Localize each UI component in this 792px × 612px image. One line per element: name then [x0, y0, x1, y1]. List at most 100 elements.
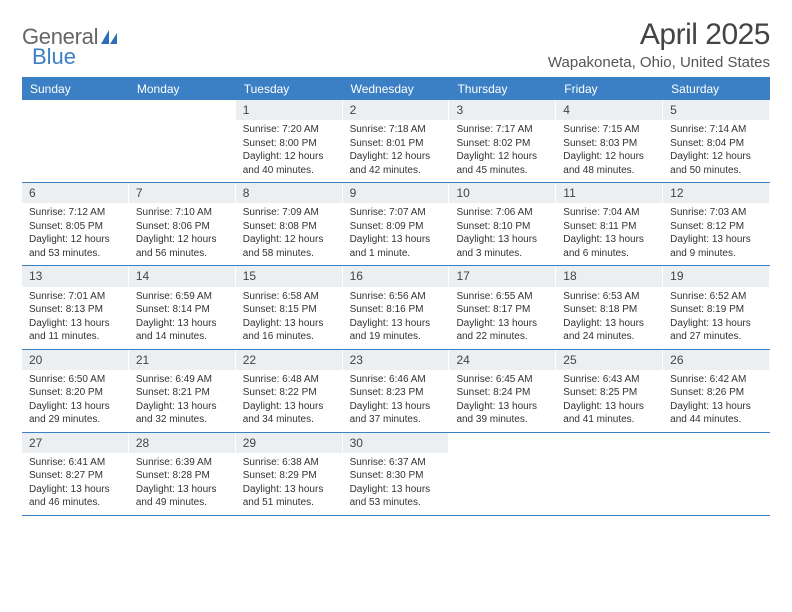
logo-text-blue: Blue	[32, 44, 76, 70]
daylight-line: Daylight: 13 hours and 46 minutes.	[29, 483, 122, 510]
day-number: 3	[449, 100, 555, 120]
sunrise-line: Sunrise: 7:09 AM	[243, 206, 336, 220]
calendar-day-cell: 8Sunrise: 7:09 AMSunset: 8:08 PMDaylight…	[236, 183, 343, 265]
calendar-header-cell: Saturday	[663, 79, 770, 100]
calendar: SundayMondayTuesdayWednesdayThursdayFrid…	[22, 77, 770, 516]
calendar-header-cell: Thursday	[449, 79, 556, 100]
sunset-line: Sunset: 8:23 PM	[350, 386, 443, 400]
sunset-line: Sunset: 8:04 PM	[670, 137, 763, 151]
sunrise-line: Sunrise: 6:45 AM	[456, 373, 549, 387]
daylight-line: Daylight: 13 hours and 24 minutes.	[563, 317, 656, 344]
calendar-day-cell: 3 Sunrise: 7:17 AMSunset: 8:02 PMDaylight…	[449, 100, 556, 182]
day-info: Sunrise: 7:15 AMSunset: 8:03 PMDaylight:…	[562, 123, 656, 177]
day-info: Sunrise: 7:10 AMSunset: 8:06 PMDaylight:…	[135, 206, 229, 260]
day-info: Sunrise: 6:38 AMSunset: 8:29 PMDaylight:…	[242, 456, 336, 510]
sunset-line: Sunset: 8:13 PM	[29, 303, 122, 317]
day-info: Sunrise: 7:07 AMSunset: 8:09 PMDaylight:…	[349, 206, 443, 260]
calendar-day-cell: 26 Sunrise: 6:42 AMSunset: 8:26 PMDayligh…	[663, 350, 770, 432]
day-number: 1	[236, 100, 342, 120]
sunrise-line: Sunrise: 6:55 AM	[456, 290, 549, 304]
calendar-day-cell: 9 Sunrise: 7:07 AMSunset: 8:09 PMDaylight…	[343, 183, 450, 265]
day-number: 12	[663, 183, 769, 203]
location: Wapakoneta, Ohio, United States	[548, 54, 770, 71]
day-number: 17	[449, 266, 555, 286]
daylight-line: Daylight: 13 hours and 29 minutes.	[29, 400, 122, 427]
daylight-line: Daylight: 13 hours and 51 minutes.	[243, 483, 336, 510]
calendar-day-cell: 12Sunrise: 7:03 AMSunset: 8:12 PMDayligh…	[663, 183, 770, 265]
sunrise-line: Sunrise: 7:04 AM	[563, 206, 656, 220]
sunrise-line: Sunrise: 6:53 AM	[563, 290, 656, 304]
calendar-day-cell: 13Sunrise: 7:01 AMSunset: 8:13 PMDayligh…	[22, 266, 129, 348]
day-number: 27	[22, 433, 128, 453]
day-info: Sunrise: 6:43 AMSunset: 8:25 PMDaylight:…	[562, 373, 656, 427]
day-info: Sunrise: 7:20 AMSunset: 8:00 PMDaylight:…	[242, 123, 336, 177]
calendar-day-cell: 24Sunrise: 6:45 AMSunset: 8:24 PMDayligh…	[449, 350, 556, 432]
sunset-line: Sunset: 8:20 PM	[29, 386, 122, 400]
day-number: 20	[22, 350, 128, 370]
sunrise-line: Sunrise: 7:14 AM	[670, 123, 763, 137]
day-number: 11	[556, 183, 662, 203]
day-number: 14	[129, 266, 235, 286]
sunrise-line: Sunrise: 6:48 AM	[243, 373, 336, 387]
sunset-line: Sunset: 8:01 PM	[350, 137, 443, 151]
day-number: 4	[556, 100, 662, 120]
sunrise-line: Sunrise: 7:06 AM	[456, 206, 549, 220]
sunrise-line: Sunrise: 7:18 AM	[350, 123, 443, 137]
day-number: 25	[556, 350, 662, 370]
calendar-day-cell: 6Sunrise: 7:12 AMSunset: 8:05 PMDaylight…	[22, 183, 129, 265]
day-number: 22	[236, 350, 342, 370]
day-info: Sunrise: 6:41 AMSunset: 8:27 PMDaylight:…	[28, 456, 122, 510]
calendar-day-cell: 7 Sunrise: 7:10 AMSunset: 8:06 PMDaylight…	[129, 183, 236, 265]
daylight-line: Daylight: 13 hours and 3 minutes.	[456, 233, 549, 260]
sunset-line: Sunset: 8:28 PM	[136, 469, 229, 483]
calendar-week-row: 6Sunrise: 7:12 AMSunset: 8:05 PMDaylight…	[22, 183, 770, 266]
sunset-line: Sunset: 8:03 PM	[563, 137, 656, 151]
day-number: 9	[343, 183, 449, 203]
calendar-week-row: 1 Sunrise: 7:20 AMSunset: 8:00 PMDaylight…	[22, 100, 770, 183]
daylight-line: Daylight: 13 hours and 34 minutes.	[243, 400, 336, 427]
calendar-day-cell: 16Sunrise: 6:56 AMSunset: 8:16 PMDayligh…	[343, 266, 450, 348]
sunrise-line: Sunrise: 6:42 AM	[670, 373, 763, 387]
sunset-line: Sunset: 8:27 PM	[29, 469, 122, 483]
day-info: Sunrise: 6:48 AMSunset: 8:22 PMDaylight:…	[242, 373, 336, 427]
day-info: Sunrise: 6:56 AMSunset: 8:16 PMDaylight:…	[349, 290, 443, 344]
daylight-line: Daylight: 13 hours and 53 minutes.	[350, 483, 443, 510]
sunrise-line: Sunrise: 6:56 AM	[350, 290, 443, 304]
calendar-header-cell: Monday	[129, 79, 236, 100]
calendar-day-cell: 21Sunrise: 6:49 AMSunset: 8:21 PMDayligh…	[129, 350, 236, 432]
day-info: Sunrise: 7:14 AMSunset: 8:04 PMDaylight:…	[669, 123, 763, 177]
day-info: Sunrise: 6:39 AMSunset: 8:28 PMDaylight:…	[135, 456, 229, 510]
calendar-day-cell	[556, 433, 663, 515]
day-number: 23	[343, 350, 449, 370]
day-number: 10	[449, 183, 555, 203]
day-info: Sunrise: 7:17 AMSunset: 8:02 PMDaylight:…	[455, 123, 549, 177]
daylight-line: Daylight: 13 hours and 44 minutes.	[670, 400, 763, 427]
calendar-day-cell: 25 Sunrise: 6:43 AMSunset: 8:25 PMDayligh…	[556, 350, 663, 432]
sunrise-line: Sunrise: 6:41 AM	[29, 456, 122, 470]
sunset-line: Sunset: 8:02 PM	[456, 137, 549, 151]
day-info: Sunrise: 7:06 AMSunset: 8:10 PMDaylight:…	[455, 206, 549, 260]
sunrise-line: Sunrise: 7:12 AM	[29, 206, 122, 220]
calendar-day-cell: 2Sunrise: 7:18 AMSunset: 8:01 PMDaylight…	[343, 100, 450, 182]
sunset-line: Sunset: 8:21 PM	[136, 386, 229, 400]
day-info: Sunrise: 6:58 AMSunset: 8:15 PMDaylight:…	[242, 290, 336, 344]
day-info: Sunrise: 7:01 AMSunset: 8:13 PMDaylight:…	[28, 290, 122, 344]
calendar-week-row: 13Sunrise: 7:01 AMSunset: 8:13 PMDayligh…	[22, 266, 770, 349]
day-number: 7	[129, 183, 235, 203]
calendar-header-cell: Friday	[556, 79, 663, 100]
sunset-line: Sunset: 8:25 PM	[563, 386, 656, 400]
day-number: 26	[663, 350, 769, 370]
calendar-day-cell: 14Sunrise: 6:59 AMSunset: 8:14 PMDayligh…	[129, 266, 236, 348]
daylight-line: Daylight: 13 hours and 39 minutes.	[456, 400, 549, 427]
calendar-header-cell: Wednesday	[343, 79, 450, 100]
calendar-day-cell: 20Sunrise: 6:50 AMSunset: 8:20 PMDayligh…	[22, 350, 129, 432]
sunset-line: Sunset: 8:09 PM	[350, 220, 443, 234]
calendar-day-cell	[22, 100, 129, 182]
daylight-line: Daylight: 13 hours and 41 minutes.	[563, 400, 656, 427]
day-info: Sunrise: 6:42 AMSunset: 8:26 PMDaylight:…	[669, 373, 763, 427]
sunset-line: Sunset: 8:10 PM	[456, 220, 549, 234]
header: General April 2025 Wapakoneta, Ohio, Uni…	[22, 18, 770, 71]
daylight-line: Daylight: 13 hours and 27 minutes.	[670, 317, 763, 344]
day-number: 8	[236, 183, 342, 203]
calendar-body: 1 Sunrise: 7:20 AMSunset: 8:00 PMDaylight…	[22, 100, 770, 516]
